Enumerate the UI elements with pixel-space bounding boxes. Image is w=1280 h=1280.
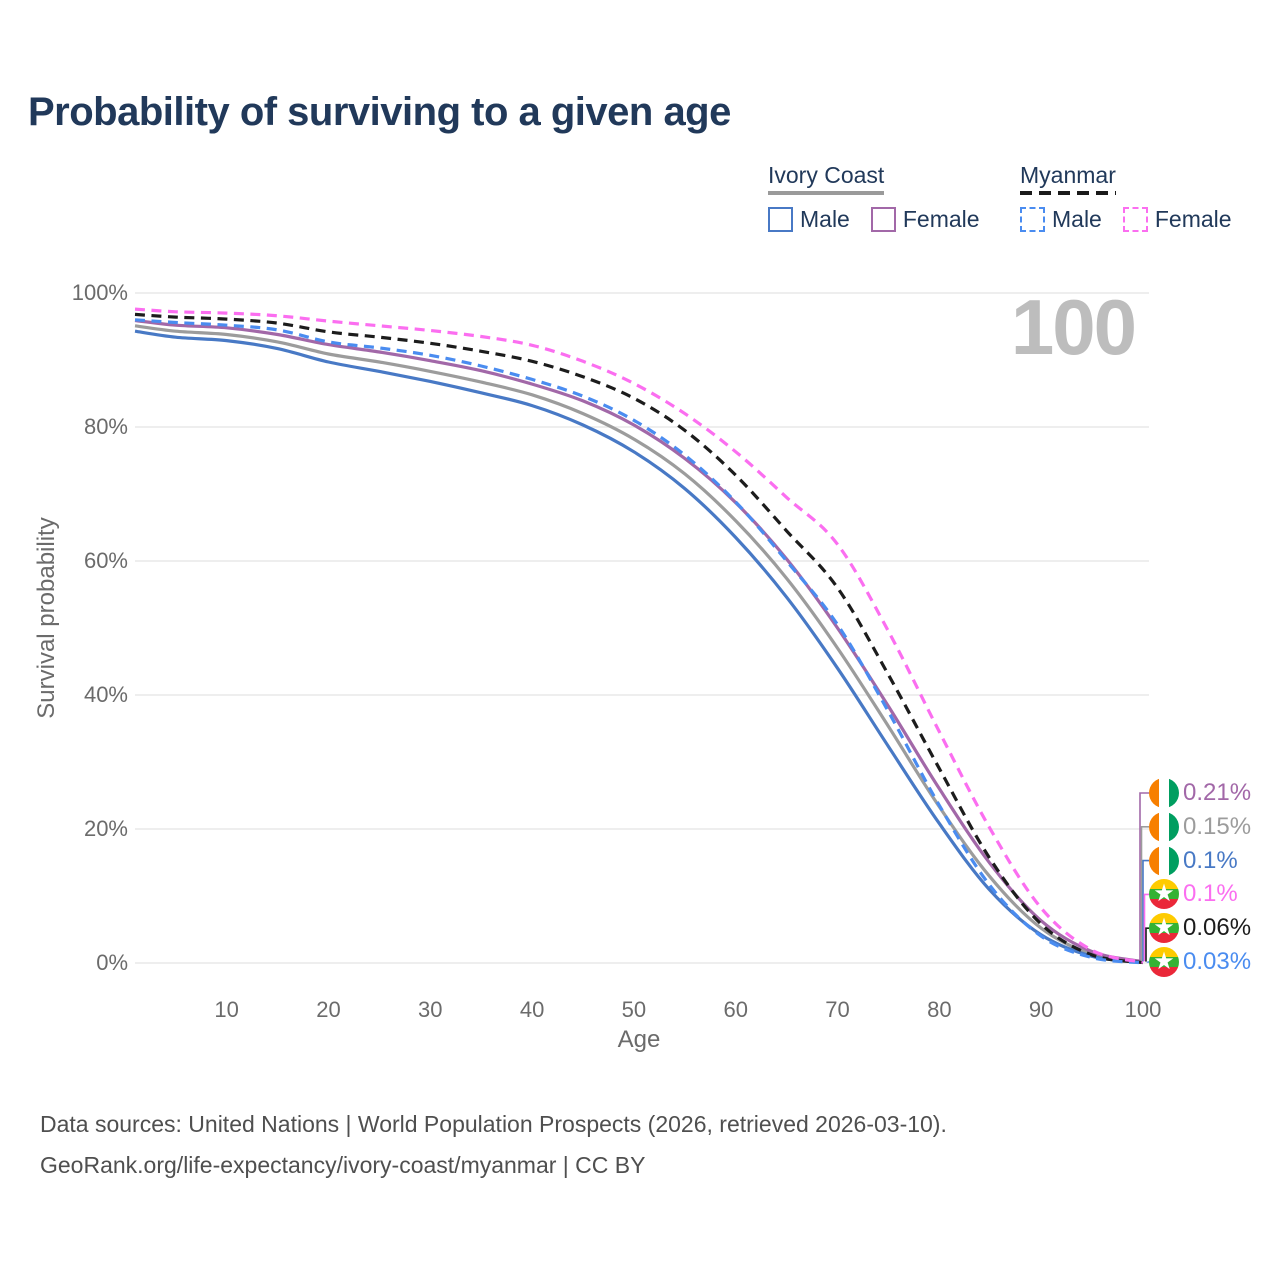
legend-checkbox-ivory-coast-male[interactable] xyxy=(768,207,793,232)
x-tick-label: 70 xyxy=(825,997,850,1022)
chart-footer: Data sources: United Nations | World Pop… xyxy=(40,1104,947,1186)
x-tick-label: 20 xyxy=(316,997,341,1022)
x-tick-label: 90 xyxy=(1028,997,1054,1022)
leader-line xyxy=(1142,859,1149,962)
x-tick-label: 30 xyxy=(418,997,443,1022)
age-indicator-watermark: 100 xyxy=(1010,283,1137,371)
end-label-value: 0.03% xyxy=(1183,948,1252,975)
chart-title: Probability of surviving to a given age xyxy=(28,90,731,134)
leader-line xyxy=(1139,792,1149,961)
leader-line xyxy=(1140,826,1149,961)
legend-group-ivory-coast: Ivory Coast Male Female xyxy=(768,163,1001,233)
legend-myanmar-line-swatch xyxy=(1020,191,1116,195)
end-label-ivory-coast-female: 0.21% xyxy=(1149,777,1251,809)
y-axis-title: Survival probability xyxy=(33,517,60,719)
myanmar-flag-icon: ★ xyxy=(1149,913,1179,944)
y-tick-label: 80% xyxy=(83,414,128,439)
x-tick-label: 80 xyxy=(927,997,952,1022)
end-label-value: 0.15% xyxy=(1183,812,1252,840)
end-label-value: 0.06% xyxy=(1183,914,1252,942)
end-label-ivory-coast-male: 0.1% xyxy=(1149,845,1238,877)
end-label-ivory-coast: 0.15% xyxy=(1149,811,1251,843)
x-tick-label: 60 xyxy=(723,997,748,1022)
legend-group-myanmar: Myanmar Male Female xyxy=(1020,163,1253,233)
legend-checkbox-myanmar-male[interactable] xyxy=(1020,207,1045,232)
legend-item-label: Male xyxy=(1052,206,1102,232)
footer-data-sources: Data sources: United Nations | World Pop… xyxy=(40,1111,947,1137)
legend-checkbox-ivory-coast-female[interactable] xyxy=(870,207,896,232)
legend-item-label: Female xyxy=(902,206,980,232)
ivory-coast-flag-icon xyxy=(1149,811,1179,842)
legend-items: Male Female xyxy=(1020,206,1253,233)
legend-item-myanmar-male[interactable]: Male xyxy=(1020,206,1102,233)
legend-item-label: Male xyxy=(800,206,850,232)
myanmar-male-line[interactable] xyxy=(134,318,1144,965)
ivory-coast-female-line[interactable] xyxy=(134,318,1144,964)
x-tick-label: 50 xyxy=(621,997,647,1022)
legend-ivory-coast-line-swatch xyxy=(768,191,885,195)
legend-item-ivory-coast-male[interactable]: Male xyxy=(768,206,850,233)
x-tick-label: 10 xyxy=(214,997,239,1022)
y-tick-label: 40% xyxy=(83,682,128,707)
myanmar-line[interactable] xyxy=(134,312,1144,965)
star-icon: ★ xyxy=(1153,914,1175,942)
x-tick-label: 40 xyxy=(519,997,545,1022)
ivory-coast-line[interactable] xyxy=(134,324,1144,964)
star-icon: ★ xyxy=(1153,948,1175,975)
legend-items: Male Female xyxy=(768,206,1001,233)
end-label-myanmar-male: ★ 0.03% xyxy=(1149,946,1251,978)
y-tick-label: 0% xyxy=(96,950,128,975)
y-tick-label: 20% xyxy=(83,816,128,841)
legend-item-label: Female xyxy=(1154,206,1232,232)
end-label-myanmar: ★ 0.06% xyxy=(1149,912,1251,944)
ivory-coast-flag-icon xyxy=(1149,778,1179,808)
myanmar-flag-icon: ★ xyxy=(1149,879,1179,910)
star-icon: ★ xyxy=(1153,880,1175,908)
legend-checkbox-myanmar-female[interactable] xyxy=(1122,207,1148,232)
x-axis-title: Age xyxy=(617,1026,661,1053)
footer-source-link[interactable]: GeoRank.org/life-expectancy/ivory-coast/… xyxy=(40,1152,646,1178)
y-tick-label: 100% xyxy=(71,280,128,305)
legend-item-ivory-coast-female[interactable]: Female xyxy=(870,206,980,233)
leader-line xyxy=(1145,927,1149,962)
myanmar-flag-icon: ★ xyxy=(1149,947,1179,977)
ivory-coast-male-line[interactable] xyxy=(134,329,1144,964)
leader-line xyxy=(1143,893,1149,962)
legend-country-myanmar[interactable]: Myanmar xyxy=(1020,162,1116,188)
end-label-value: 0.1% xyxy=(1183,880,1238,908)
end-label-value: 0.1% xyxy=(1183,846,1238,874)
legend-item-myanmar-female[interactable]: Female xyxy=(1122,206,1232,233)
y-tick-label: 60% xyxy=(83,548,128,573)
x-tick-label: 100 xyxy=(1124,997,1162,1022)
myanmar-female-line[interactable] xyxy=(134,307,1144,964)
end-label-myanmar-female: ★ 0.1% xyxy=(1149,878,1238,910)
end-label-value: 0.21% xyxy=(1183,779,1252,806)
ivory-coast-flag-icon xyxy=(1149,845,1179,876)
legend-country-ivory-coast[interactable]: Ivory Coast xyxy=(768,162,885,188)
